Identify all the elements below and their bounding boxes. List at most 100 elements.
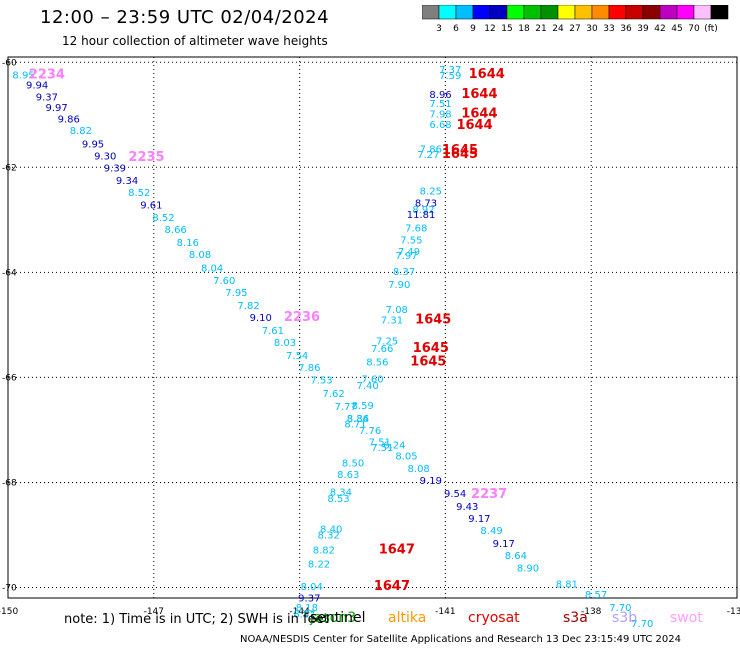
wave-height-point: 9.95 <box>82 139 104 150</box>
colorbar-label: (ft) <box>704 24 718 34</box>
wave-height-point: 8.40 <box>320 524 342 535</box>
wave-height-point: 7.60 <box>213 276 235 287</box>
colorbar-label: 24 <box>552 24 564 34</box>
wave-height-point: 8.90 <box>517 564 539 575</box>
wave-height-point: 8.08 <box>408 464 430 475</box>
wave-height-point: 9.39 <box>104 164 126 175</box>
wave-height-point: 7.95 <box>225 288 247 299</box>
pass-time-label: 1645 <box>410 354 446 369</box>
wave-height-point: 7.68 <box>405 223 427 234</box>
wave-height-point: 8.57 <box>585 590 607 601</box>
legend-item-sentinel: sentinel <box>310 610 366 626</box>
pass-time-label: 1645 <box>442 143 478 158</box>
wave-height-point: 11.81 <box>407 210 436 221</box>
wave-height-point: 8.52 <box>152 213 174 224</box>
legend-item-swot: swot <box>670 610 703 626</box>
wave-height-point: 8.63 <box>337 470 359 481</box>
legend-item-jason3: jason3 <box>310 610 357 626</box>
wave-height-point: 7.59 <box>439 71 461 82</box>
wave-height-point: 8.84 <box>347 414 369 425</box>
wave-height-point: 9.94 <box>26 81 48 92</box>
wave-height-point: 8.59 <box>352 401 374 412</box>
wave-height-point: 7.40 <box>357 381 379 392</box>
x-tick-label: -150 <box>0 607 18 617</box>
wave-height-point: 8.50 <box>342 459 364 470</box>
wave-height-point: 9.61 <box>140 200 162 211</box>
wave-height-point: 8.04 <box>301 582 323 593</box>
pass-time-label: 2237 <box>471 487 507 502</box>
pass-time-label: 1645 <box>415 312 451 327</box>
wave-height-point: 8.95 <box>12 71 34 82</box>
wave-height-point: 9.37 <box>298 594 320 605</box>
wave-height-point: 7.51 <box>371 443 393 454</box>
wave-height-point: 6.68 <box>429 120 451 131</box>
colorbar-label: 12 <box>484 24 495 34</box>
plot-frame <box>7 56 738 599</box>
chart-note: note: 1) Time is in UTC; 2) SWH is in fe… <box>64 612 329 627</box>
pass-time-label: 1644 <box>456 118 492 133</box>
x-tick-label: -144 <box>289 607 310 617</box>
wave-height-point: 8.18 <box>296 603 318 614</box>
wave-height-point: 8.53 <box>327 494 349 505</box>
wave-height-point: 7.27 <box>417 150 439 161</box>
wave-height-point: 7.49 <box>398 247 420 258</box>
colorbar-label: 15 <box>501 24 512 34</box>
colorbar-label: 30 <box>586 24 598 34</box>
legend-item-s3b: s3b <box>612 610 638 626</box>
y-tick-label: -68 <box>2 478 17 488</box>
wave-height-point: 9.17 <box>468 514 490 525</box>
wave-height-point: 7.70 <box>631 619 653 630</box>
legend-item-cryosat: cryosat <box>468 610 520 626</box>
wave-height-point: 7.61 <box>262 326 284 337</box>
wave-height-point: 8.25 <box>420 187 442 198</box>
wave-height-point: 8.36 <box>347 414 369 425</box>
wave-height-point: 7.08 <box>386 305 408 316</box>
wave-height-point: 7.86 <box>420 145 442 156</box>
wave-height-point: 8.37 <box>393 267 415 278</box>
page-subtitle: 12 hour collection of altimeter wave hei… <box>62 34 328 48</box>
colorbar-label: 39 <box>637 24 649 34</box>
wave-height-point: 9.54 <box>444 489 466 500</box>
wave-height-point: 7.37 <box>439 65 461 76</box>
wave-height-point: 9.86 <box>58 115 80 126</box>
colorbar-label: 33 <box>603 24 614 34</box>
wave-height-point: 8.56 <box>366 357 388 368</box>
wave-height-point: 8.22 <box>308 560 330 571</box>
wave-height-point: 8.03 <box>274 338 296 349</box>
x-tick-label: -147 <box>144 607 164 617</box>
pass-time-label: 1644 <box>461 87 497 102</box>
y-tick-label: -70 <box>2 583 17 593</box>
wave-height-point: 8.71 <box>344 419 366 430</box>
colorbar-label: 70 <box>688 24 700 34</box>
pass-time-label: 1647 <box>379 542 415 557</box>
wave-height-point: 7.70 <box>609 603 631 614</box>
wave-height-point: 8.16 <box>177 238 199 249</box>
wave-height-point: 9.10 <box>250 313 272 324</box>
wave-height-point: 9.30 <box>94 151 116 162</box>
wave-height-point: 7.51 <box>429 99 451 110</box>
wave-height-point: 8.73 <box>415 199 437 210</box>
wave-height-point: 7.25 <box>376 336 398 347</box>
x-tick-label: -135 <box>727 607 740 617</box>
y-tick-label: -62 <box>2 163 17 173</box>
wave-height-point: 7.55 <box>400 235 422 246</box>
legend-item-s3a: s3a <box>563 610 588 626</box>
satellite-legend: jason3 sentinel altika cryosat s3a s3b swot <box>0 610 740 630</box>
x-tick-label: -141 <box>435 607 455 617</box>
colorbar-label: 45 <box>671 24 682 34</box>
colorbar-label: 18 <box>518 24 530 34</box>
wave-height-point: 9.43 <box>456 502 478 513</box>
wave-height-point: 7.54 <box>286 351 308 362</box>
wave-height-point: 7.98 <box>429 109 451 120</box>
wave-height-point: 8.08 <box>189 250 211 261</box>
y-tick-label: -60 <box>2 58 17 68</box>
colorbar-label: 36 <box>620 24 632 34</box>
wave-height-point: 8.87 <box>293 609 315 620</box>
wave-height-point: 7.86 <box>298 363 320 374</box>
colorbar-label: 21 <box>535 24 546 34</box>
wave-height-point: 7.62 <box>322 389 344 400</box>
pass-time-label: 2234 <box>29 68 65 83</box>
y-tick-label: -66 <box>2 373 17 383</box>
colorbar-label: 27 <box>569 24 580 34</box>
